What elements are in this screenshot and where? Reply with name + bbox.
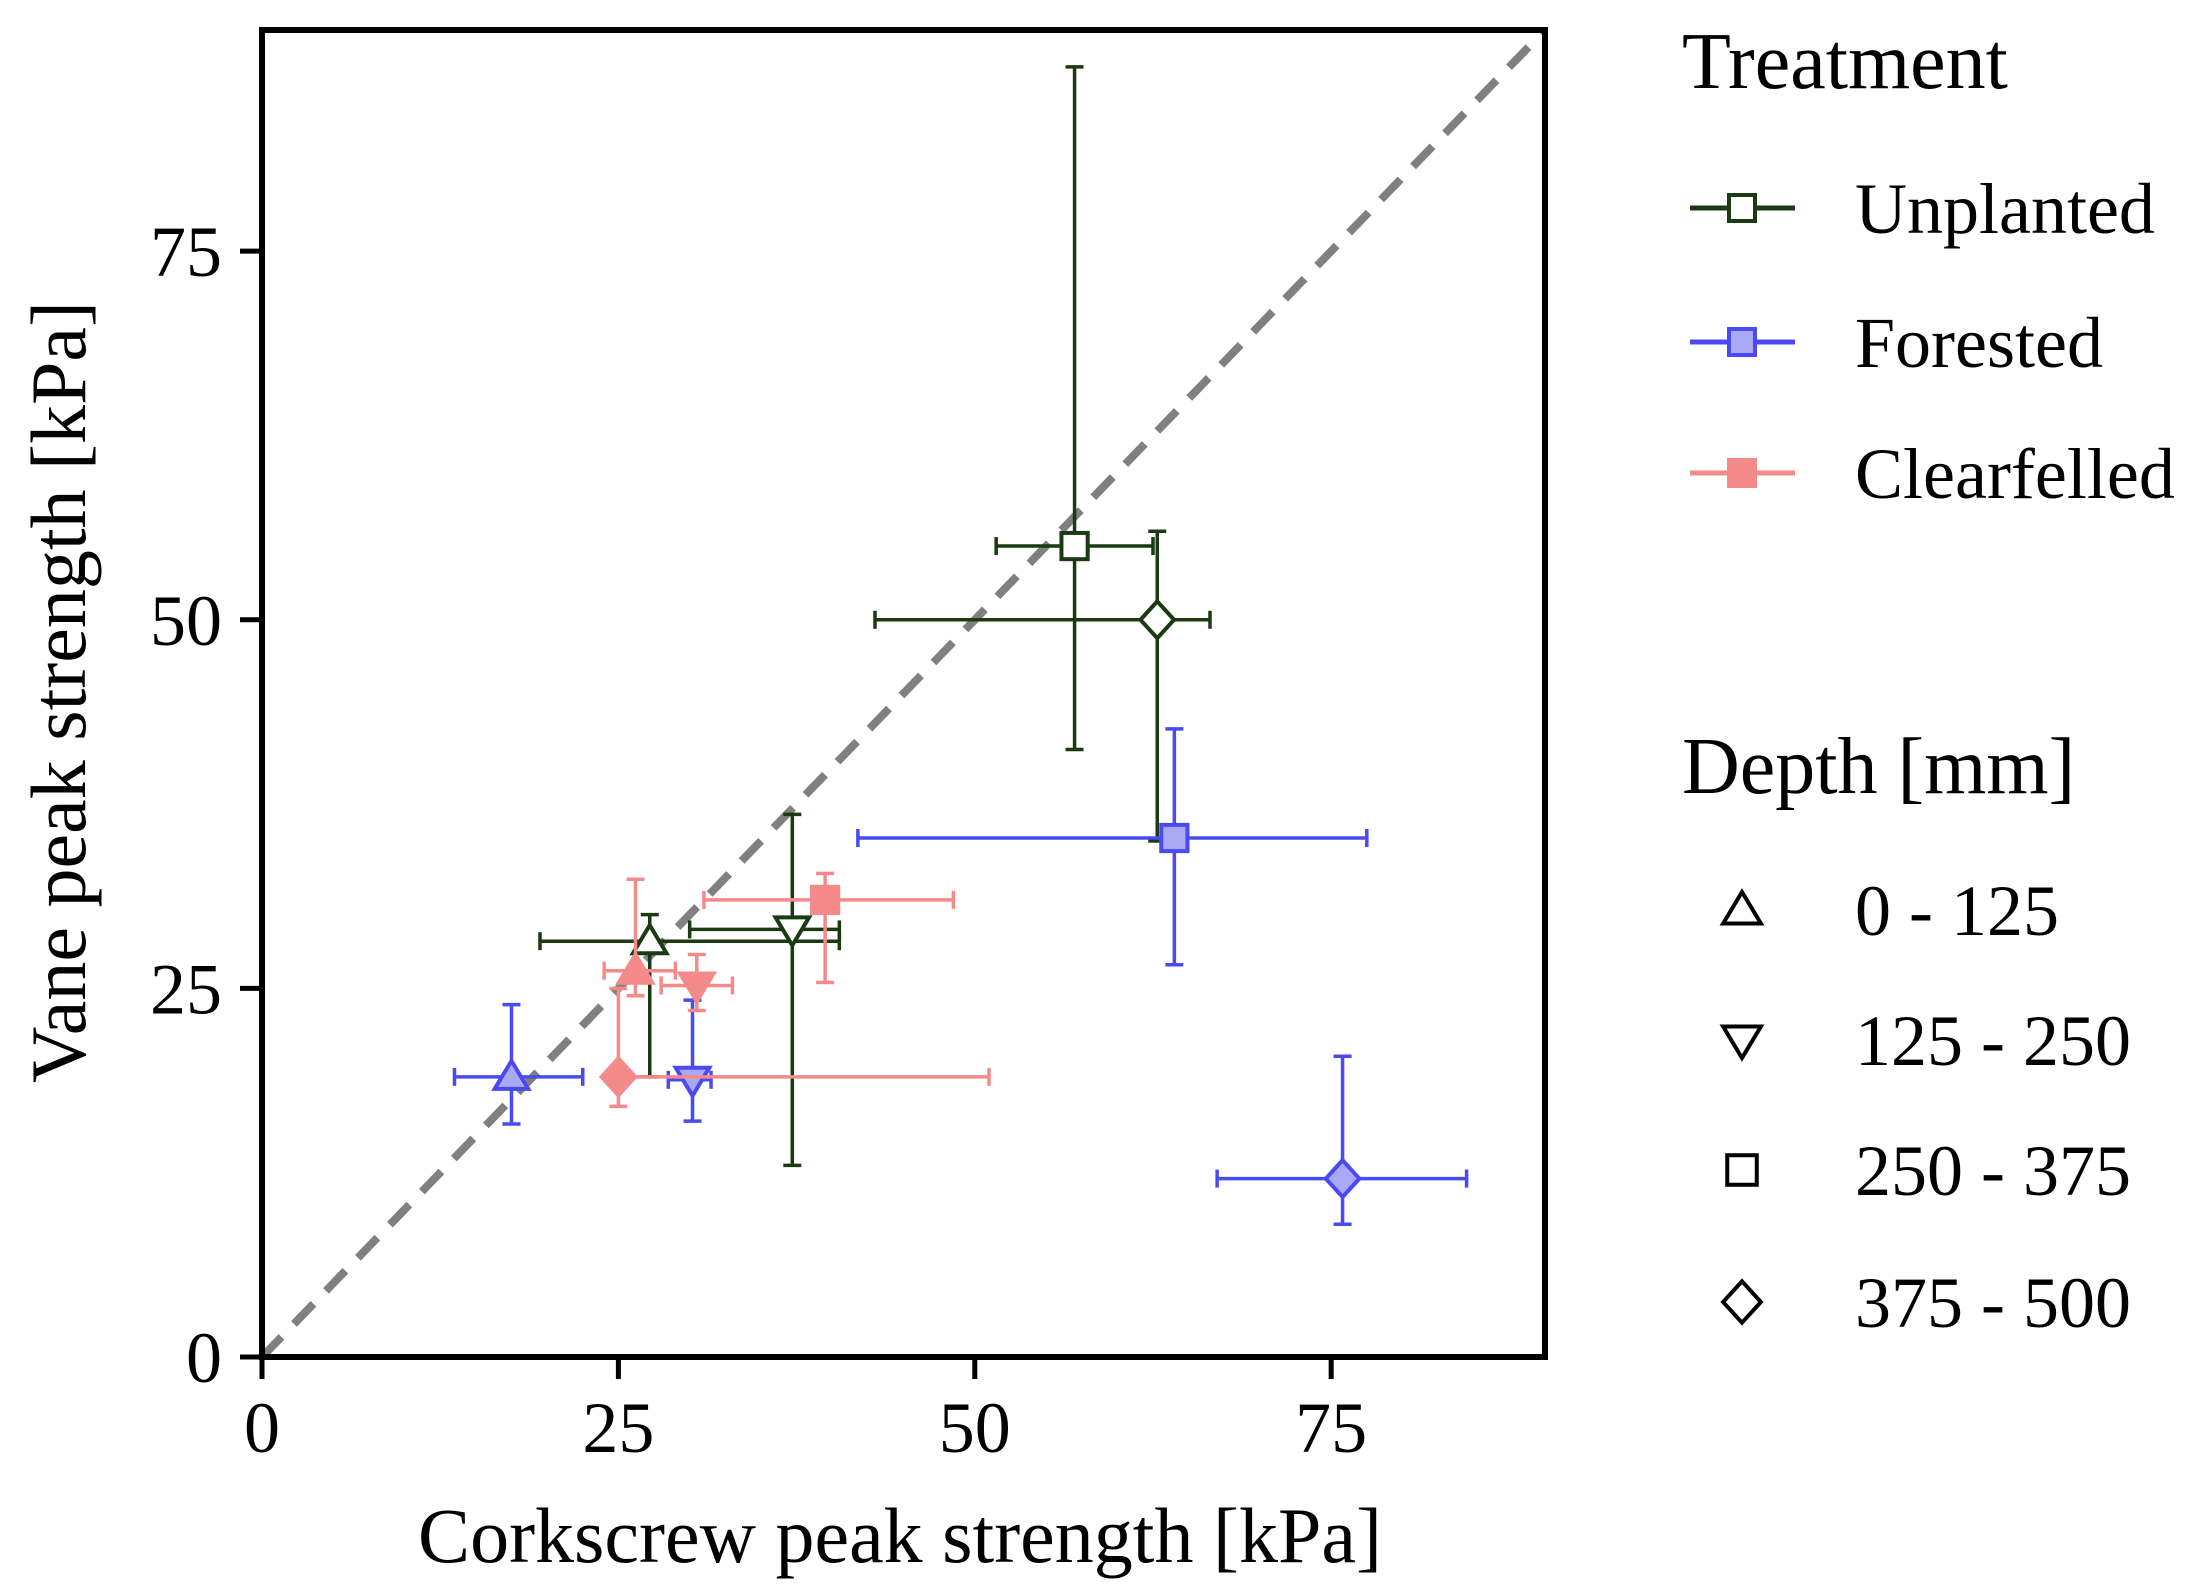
- legend-marker-forested: [1727, 327, 1757, 357]
- legend-marker-square: [1725, 1153, 1759, 1187]
- marker-unplanted-square: [1059, 530, 1090, 562]
- point-unplanted-250-375: [994, 65, 1155, 752]
- point-forested-250-375: [856, 727, 1369, 967]
- x-axis-title: Corkscrew peak strength [kPa]: [418, 1492, 1382, 1579]
- legend-marker-diamond: [1720, 1278, 1764, 1326]
- x-tick-label: 50: [939, 1388, 1011, 1468]
- y-tick-label: 75: [150, 212, 222, 292]
- x-tick-label: 0: [244, 1388, 280, 1468]
- y-tick-label: 0: [186, 1318, 222, 1398]
- marker-forested-triangle-up: [491, 1056, 532, 1091]
- axes: Corkscrew peak strength [kPa] Vane peak …: [15, 27, 1548, 1579]
- x-tick-label: 25: [582, 1388, 654, 1468]
- legend: Treatment Depth [mm] Unplanted Forested Cl…: [1682, 18, 2175, 1343]
- legend-marker-clearfelled: [1727, 458, 1757, 488]
- point-forested-125-250: [666, 998, 713, 1123]
- marker-forested-diamond: [1323, 1157, 1363, 1200]
- legend-label-depth-1: 125 - 250: [1855, 1001, 2131, 1081]
- marker-clearfelled-diamond: [598, 1055, 638, 1099]
- legend-marker-triangle-up: [1719, 888, 1765, 926]
- legend-treatment-title: Treatment: [1682, 18, 2008, 106]
- plot-frame: [259, 27, 1548, 1360]
- marker-clearfelled-triangle-down: [676, 971, 718, 1006]
- legend-marker-triangle-down: [1719, 1024, 1765, 1062]
- legend-label-depth-3: 375 - 500: [1855, 1263, 2131, 1343]
- point-clearfelled-0-125: [602, 877, 678, 998]
- marker-unplanted-diamond: [1137, 598, 1177, 642]
- one-to-one-reference-line: [259, 27, 1548, 1360]
- marker-unplanted-triangle-up: [629, 921, 671, 956]
- marker-forested-square: [1159, 822, 1190, 854]
- point-forested-375-500: [1215, 1054, 1469, 1227]
- point-forested-0-125: [452, 1002, 585, 1126]
- legend-label-depth-0: 0 - 125: [1855, 871, 2059, 951]
- legend-label-depth-2: 250 - 375: [1855, 1131, 2131, 1211]
- legend-label-unplanted: Unplanted: [1855, 169, 2155, 249]
- point-clearfelled-125-250: [659, 952, 735, 1013]
- plot-area: [259, 27, 1548, 1360]
- point-unplanted-125-250: [687, 812, 842, 1168]
- point-clearfelled-250-375: [702, 871, 956, 985]
- point-unplanted-375-500: [873, 529, 1212, 843]
- legend-marker-unplanted: [1727, 193, 1757, 223]
- marker-forested-triangle-down: [672, 1065, 713, 1100]
- marker-unplanted-triangle-down: [771, 915, 813, 950]
- legend-depth-title: Depth [mm]: [1682, 723, 2075, 811]
- y-tick-label: 50: [150, 581, 222, 661]
- marker-clearfelled-square: [809, 884, 841, 916]
- marker-clearfelled-triangle-up: [615, 950, 656, 985]
- legend-label-clearfelled: Clearfelled: [1855, 434, 2175, 514]
- x-tick-label: 75: [1295, 1388, 1367, 1468]
- y-tick-label: 25: [150, 949, 222, 1029]
- y-axis-title: Vane peak strength [kPa]: [15, 301, 102, 1083]
- point-clearfelled-375-500: [598, 986, 991, 1109]
- legend-label-forested: Forested: [1855, 303, 2103, 383]
